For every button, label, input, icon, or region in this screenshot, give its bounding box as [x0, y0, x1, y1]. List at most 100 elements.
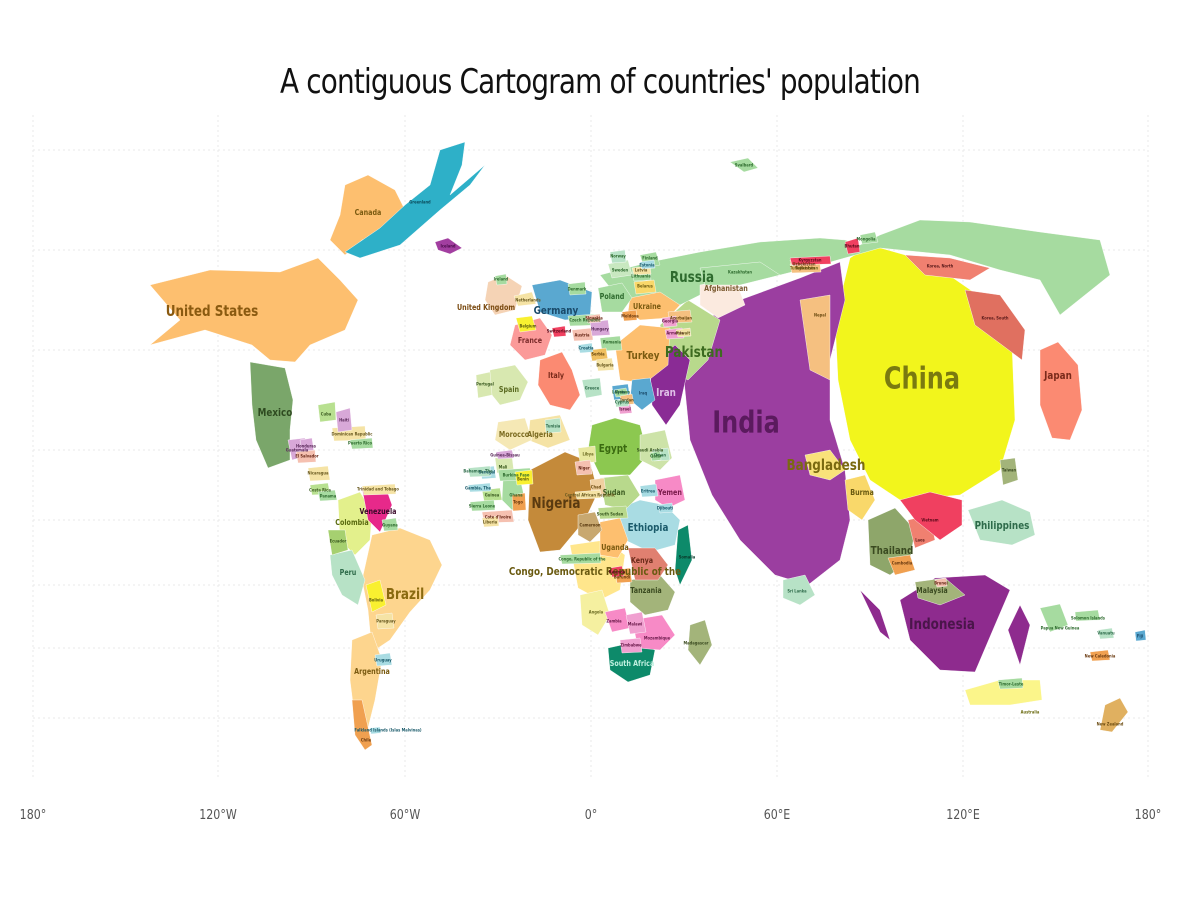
country-label-timor-leste: Timor-Leste — [999, 681, 1024, 687]
country-label-ecuador: Ecuador — [330, 538, 348, 544]
x-tick-label: 60°W — [389, 808, 421, 823]
country-label-libya: Libya — [582, 451, 593, 457]
country-label-iran: Iran — [656, 387, 676, 399]
country-label-nepal: Nepal — [814, 312, 826, 318]
country-label-sierra-leone: Sierra Leone — [469, 503, 495, 509]
country-label-canada: Canada — [355, 207, 382, 217]
country-label-jordan: Jordan — [619, 397, 633, 403]
country-georgia — [661, 315, 678, 328]
country-iceland — [434, 237, 463, 255]
country-angola — [579, 589, 611, 636]
country-label-austria: Austria — [575, 332, 590, 338]
map-title: A contiguous Cartogram of countries' pop… — [279, 62, 921, 102]
country-new-zealand — [1099, 697, 1129, 733]
country-label-dominican-republic: Dominican Republic — [332, 431, 373, 437]
country-label-kenya: Kenya — [631, 555, 653, 565]
country-ecuador — [327, 529, 349, 556]
country-label-united-states: United States — [166, 303, 259, 321]
country-label-cuba: Cuba — [321, 411, 332, 417]
country-label-tanzania: Tanzania — [630, 585, 662, 595]
country-label-zambia: Zambia — [606, 618, 622, 624]
country-label-guatemala: Guatemala — [286, 447, 309, 453]
country-label-qatar: Qatar — [650, 453, 662, 459]
country-label-ukraine: Ukraine — [633, 301, 661, 311]
country-label-czech-republic: Czech Republic — [569, 317, 601, 323]
country-guinea-bissau — [495, 449, 515, 460]
country-label-kuwait: Kuwait — [676, 330, 690, 336]
country-label-brunei: Brunei — [934, 580, 948, 586]
country-label-trinidad-and-tobago: Trinidad and Tobago — [357, 486, 399, 492]
country-label-italy: Italy — [548, 370, 564, 380]
country-nicaragua — [307, 465, 331, 482]
country-label-indonesia: Indonesia — [909, 616, 975, 634]
country-label-germany: Germany — [534, 305, 579, 317]
country-gambia-the — [467, 482, 492, 493]
country-el-salvador — [295, 449, 317, 464]
country-label-egypt: Egypt — [599, 443, 628, 455]
country-label-tunisia: Tunisia — [546, 423, 561, 429]
country-cuba — [317, 401, 337, 423]
country-label-mozambique: Mozambique — [644, 635, 670, 641]
country-nepal — [799, 294, 831, 381]
country-label-serbia: Serbia — [591, 351, 604, 357]
country-label-senegal: Senegal — [479, 469, 496, 475]
country-label-ireland: Ireland — [494, 276, 509, 282]
country-label-moldova: Moldova — [621, 313, 639, 319]
country-congo-republic-of-the — [559, 552, 602, 565]
country-label-croatia: Croatia — [578, 345, 593, 351]
country-label-ethiopia: Ethiopia — [628, 522, 669, 534]
country-labels: China India United States Indonesia Brazil Pa… — [166, 162, 1144, 743]
country-belgium — [515, 315, 537, 333]
country-label-falkland-islands-islas-malvinas: Falkland Islands (Islas Malvinas) — [354, 727, 421, 733]
country-mexico — [249, 361, 294, 469]
country-label-estonia: Estonia — [639, 262, 654, 268]
country-label-lebanon: Lebanon — [612, 389, 630, 395]
country-label-south-sudan: South Sudan — [597, 511, 623, 517]
country-label-colombia: Colombia — [335, 517, 369, 527]
country-label-liberia: Liberia — [483, 519, 497, 525]
country-label-venezuela: Venezuela — [360, 506, 397, 516]
country-label-congo-democratic-republic-of-the: Congo, Democratic Republic of the — [509, 566, 681, 578]
country-label-kazakhstan: Kazakhstan — [728, 269, 752, 275]
country-italy — [537, 351, 581, 411]
country-fiji — [1134, 629, 1147, 642]
country-poland — [597, 282, 633, 313]
country-label-lithuania: Lithuania — [631, 273, 651, 279]
country-label-netherlands: Netherlands — [515, 297, 541, 303]
country-label-bolivia: Bolivia — [369, 597, 383, 603]
country-label-saudi-arabia: Saudi Arabia — [637, 447, 664, 453]
country-korea-south — [964, 289, 1026, 361]
country-sudan — [599, 474, 641, 511]
country-label-oman: Oman — [654, 452, 666, 458]
country-djibouti — [657, 502, 674, 514]
country-niger — [574, 459, 593, 476]
country-bolivia — [365, 579, 387, 613]
country-label-vanuatu: Vanuatu — [1097, 630, 1114, 636]
country-label-ghana: Ghana — [509, 492, 522, 498]
country-norway — [609, 249, 627, 264]
country-label-azerbaijan: Azerbaijan — [670, 315, 692, 321]
country-label-paraguay: Paraguay — [376, 618, 396, 624]
country-label-sudan: Sudan — [603, 487, 626, 497]
country-bhutan — [844, 237, 861, 255]
country-new-caledonia — [1089, 649, 1111, 662]
country-label-bulgaria: Bulgaria — [596, 362, 613, 368]
country-liberia — [481, 515, 500, 528]
country-netherlands — [513, 291, 537, 307]
country-bulgaria — [595, 357, 615, 372]
country-vietnam — [899, 491, 963, 541]
country-greece — [581, 377, 603, 399]
x-tick-label: 0° — [584, 808, 598, 823]
country-korea-north — [904, 254, 991, 281]
country-moldova — [621, 309, 638, 322]
country-label-argentina: Argentina — [354, 666, 390, 676]
country-label-burkina-faso: Burkina Faso — [503, 472, 530, 478]
country-philippines — [967, 499, 1036, 546]
country-label-hungary: Hungary — [591, 326, 609, 332]
country-label-fiji: Fiji — [1137, 633, 1144, 639]
country-label-eritrea: Eritrea — [641, 488, 655, 494]
country-taiwan — [999, 457, 1019, 486]
country-label-burundi: Burundi — [614, 574, 631, 580]
country-label-cyprus: Cyprus — [615, 399, 630, 405]
